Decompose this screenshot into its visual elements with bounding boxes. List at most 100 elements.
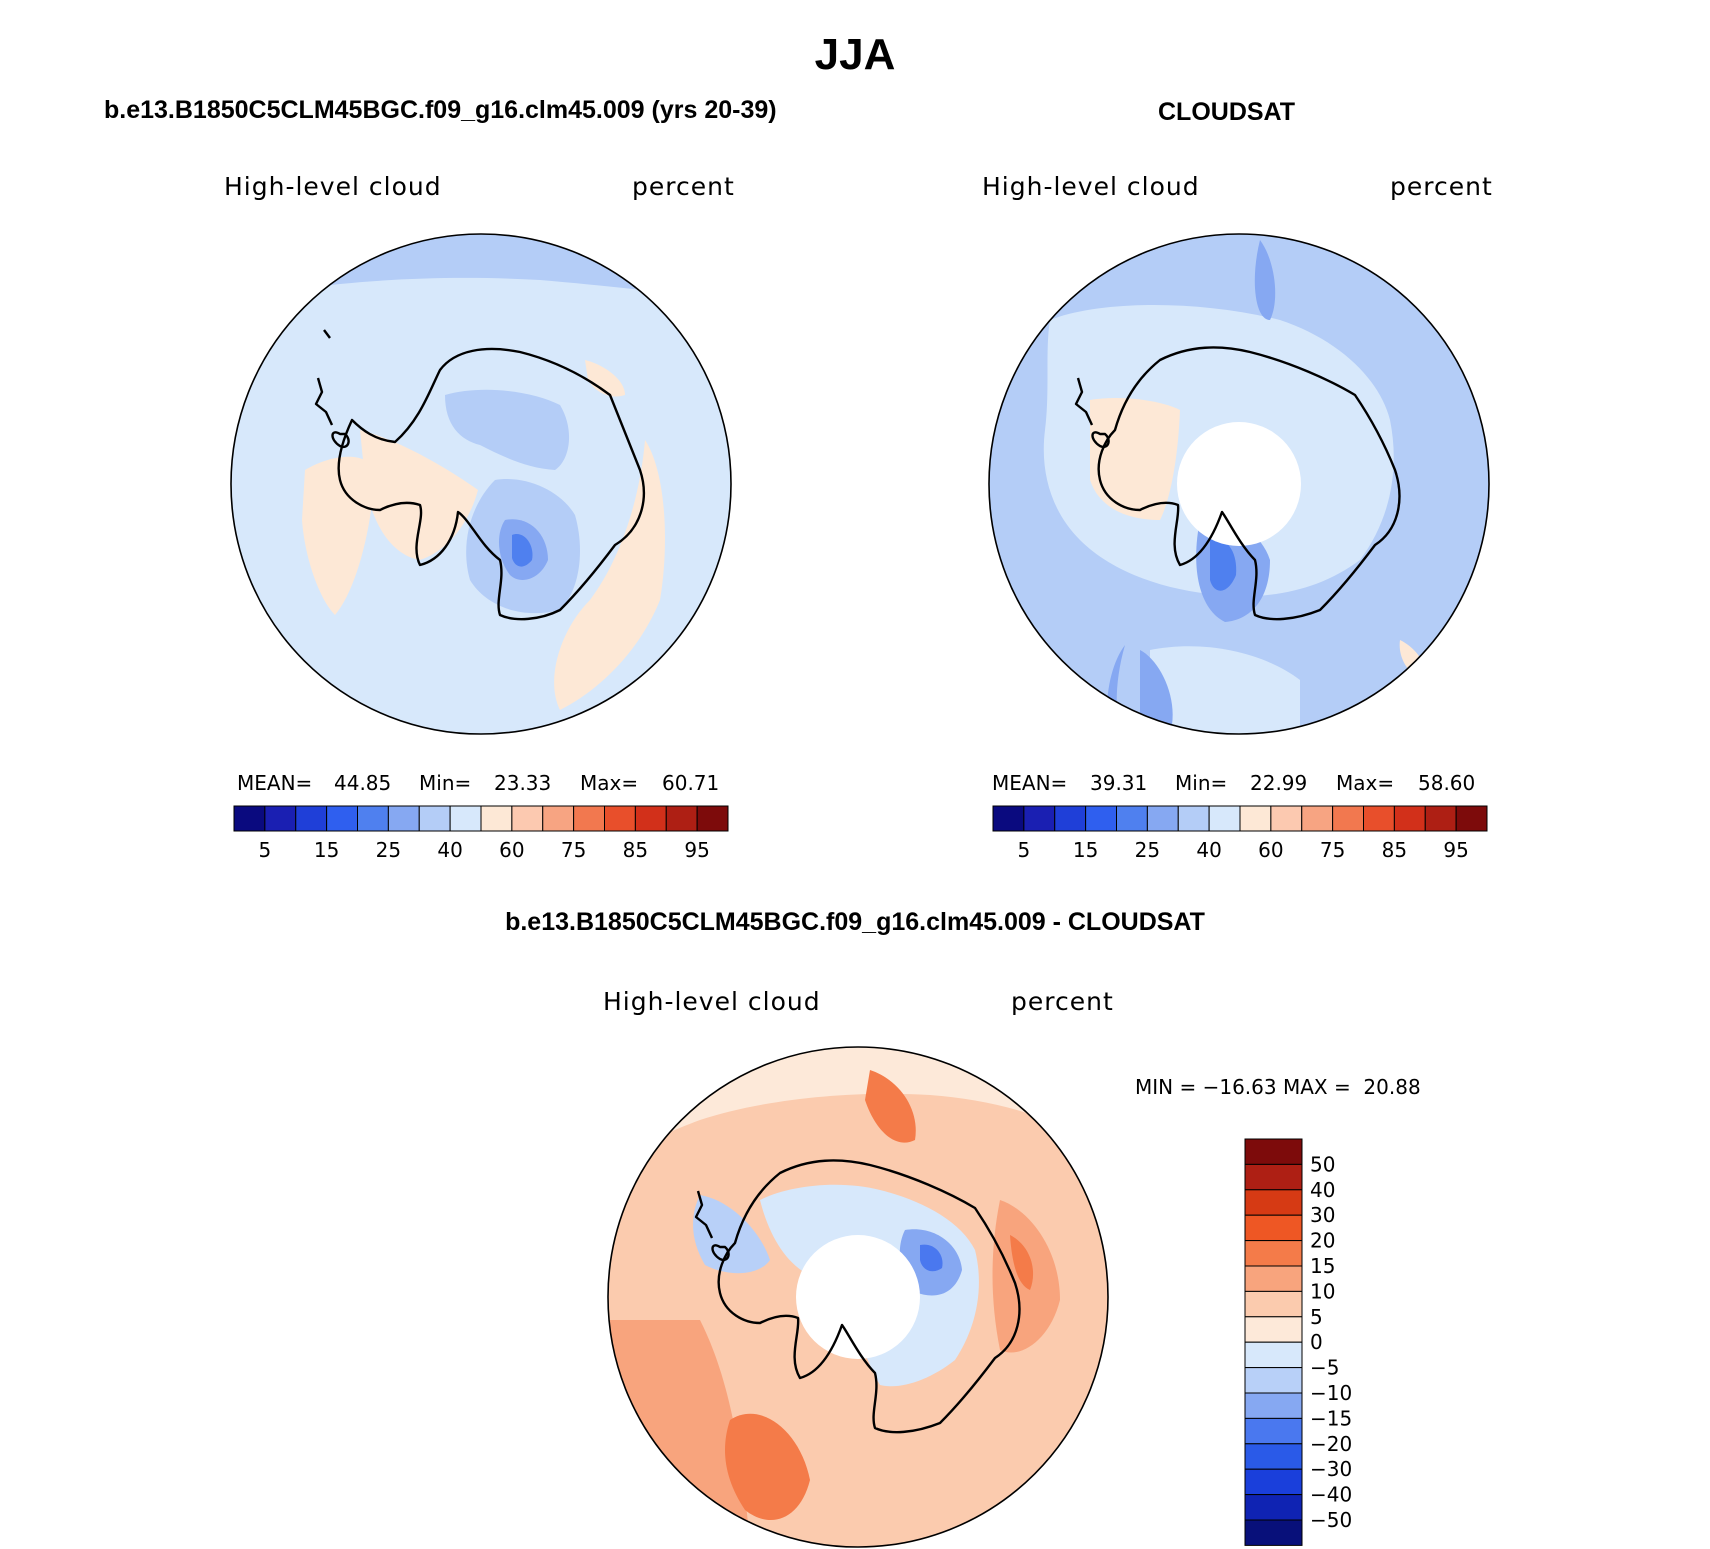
panel1-colorbar-tick-label: 25 xyxy=(376,838,401,862)
panel1-colorbar-swatch xyxy=(604,805,636,832)
panel1-min-value: 23.33 xyxy=(494,771,552,795)
panel1-colorbar-swatch xyxy=(357,805,389,832)
diff-colorbar-tick-label: −15 xyxy=(1310,1406,1352,1430)
panel2-colorbar-swatch xyxy=(1116,805,1148,832)
panel3-polar-data-gap xyxy=(796,1235,920,1359)
panel2-colorbar-swatch xyxy=(1146,805,1179,832)
diff-colorbar-swatch xyxy=(1244,1138,1303,1165)
panel2-polar-data-gap xyxy=(1177,422,1301,546)
diff-colorbar-swatch xyxy=(1244,1214,1303,1242)
panel1-map-border xyxy=(230,233,732,735)
diff-colorbar-swatch xyxy=(1244,1392,1303,1419)
diff-colorbar-tick-label: 40 xyxy=(1310,1178,1335,1202)
diff-colorbar-tick-label: −30 xyxy=(1310,1457,1352,1481)
panel2-colorbar-tick-label: 75 xyxy=(1320,838,1345,862)
panel3-units-label: percent xyxy=(1011,987,1114,1016)
diff-colorbar-swatch xyxy=(1244,1290,1303,1318)
panel2-max-value: 58.60 xyxy=(1418,771,1476,795)
panel2-colorbar-swatch xyxy=(1054,805,1087,832)
diff-colorbar-swatch xyxy=(1244,1519,1303,1546)
panel1-colorbar-tick-label: 15 xyxy=(314,838,339,862)
panel1-colorbar-tick-label: 60 xyxy=(499,838,524,862)
panel2-polar-map xyxy=(988,233,1490,735)
panel1-colorbar-swatch xyxy=(542,805,575,832)
panel1-max-value: 60.71 xyxy=(662,771,720,795)
diff-colorbar-swatch xyxy=(1244,1494,1303,1521)
panel2-min-label: Min= xyxy=(1175,771,1228,795)
panel3-variable-label: High-level cloud xyxy=(603,987,821,1016)
diff-colorbar-tick-label: 50 xyxy=(1310,1152,1335,1176)
panel2-colorbar-tick-label: 25 xyxy=(1135,838,1160,862)
panel1-colorbar-swatch xyxy=(480,805,513,832)
panel2-variable-label: High-level cloud xyxy=(982,172,1200,201)
panel2-colorbar-swatch xyxy=(1085,805,1117,832)
diff-colorbar-tick-label: −10 xyxy=(1310,1381,1352,1405)
diff-colorbar-swatch xyxy=(1244,1163,1303,1191)
panel3-contour-fill xyxy=(608,1047,1108,1547)
panel2-colorbar-tick-label: 5 xyxy=(1018,838,1031,862)
panel1-colorbar-tick-label: 95 xyxy=(684,838,709,862)
panel2-min-value: 22.99 xyxy=(1250,771,1308,795)
panel1-max-label: Max= xyxy=(580,771,639,795)
panel1-min-label: Min= xyxy=(419,771,472,795)
panel1-colorbar: 5 15 25 40 60 75 85 95 xyxy=(233,805,729,862)
panel1-colorbar-swatch xyxy=(326,805,358,832)
panel2-colorbar-tick-label: 95 xyxy=(1443,838,1468,862)
diff-colorbar-tick-label: −20 xyxy=(1310,1432,1352,1456)
diff-colorbar-tick-label: 5 xyxy=(1310,1305,1323,1329)
panel1-contour-fill xyxy=(231,234,731,734)
panel1-colorbar-swatch xyxy=(634,805,667,832)
panel1-colorbar-swatch xyxy=(264,805,297,832)
panel1-variable-label: High-level cloud xyxy=(224,172,442,201)
diff-colorbar-swatch xyxy=(1244,1189,1303,1216)
panel1-colorbar-swatch xyxy=(233,805,266,832)
panel2-colorbar-tick-label: 60 xyxy=(1258,838,1283,862)
panel1-mean-label: MEAN= xyxy=(237,771,313,795)
panel1-units-label: percent xyxy=(632,172,735,201)
diff-colorbar-swatch xyxy=(1244,1265,1303,1292)
panel1-colorbar-swatch xyxy=(511,805,544,832)
figure-title: JJA xyxy=(814,30,896,79)
panel2-colorbar: 5 15 25 40 60 75 85 95 xyxy=(992,805,1488,862)
diff-colorbar-tick-label: −5 xyxy=(1310,1356,1339,1380)
panel2-mean-value: 39.31 xyxy=(1090,771,1148,795)
panel1-colorbar-tick-label: 75 xyxy=(561,838,586,862)
panel2-colorbar-swatch xyxy=(992,805,1025,832)
diff-colorbar-tick-label: 0 xyxy=(1310,1330,1323,1354)
panel2-colorbar-swatch xyxy=(1424,805,1457,832)
diff-colorbar-swatch xyxy=(1244,1367,1303,1394)
panel1-colorbar-swatch xyxy=(665,805,698,832)
diff-colorbar-tick-label: 10 xyxy=(1310,1279,1335,1303)
panel2-colorbar-swatch xyxy=(1270,805,1303,832)
panel1-colorbar-swatch xyxy=(295,805,328,832)
panel2-colorbar-tick-label: 40 xyxy=(1196,838,1221,862)
panel2-colorbar-swatch xyxy=(1393,805,1426,832)
panel1-polar-map xyxy=(230,233,732,735)
panel3-coastline xyxy=(694,1159,1021,1434)
panel2-colorbar-swatch xyxy=(1208,805,1241,832)
diff-colorbar-tick-label: 15 xyxy=(1310,1254,1335,1278)
panel2-colorbar-swatch xyxy=(1301,805,1334,832)
panel2-coastline xyxy=(1074,346,1401,621)
diff-colorbar-swatch xyxy=(1244,1341,1303,1369)
diff-colorbar-swatch xyxy=(1244,1417,1303,1445)
panel1-colorbar-tick-label: 5 xyxy=(259,838,272,862)
panel2-colorbar-swatch xyxy=(1363,805,1395,832)
diff-colorbar-tick-label: 20 xyxy=(1310,1229,1335,1253)
panel1-colorbar-tick-label: 85 xyxy=(623,838,648,862)
diff-colorbar-tick-label: 30 xyxy=(1310,1203,1335,1227)
panel2-colorbar-swatch xyxy=(1455,805,1488,832)
panel2-map-border xyxy=(988,233,1490,735)
diff-colorbar-swatch xyxy=(1244,1443,1303,1470)
panel1-colorbar-tick-label: 40 xyxy=(437,838,462,862)
panel1-mean-value: 44.85 xyxy=(334,771,392,795)
panel1-colorbar-swatch xyxy=(696,805,729,832)
diff-colorbar-swatch xyxy=(1244,1468,1303,1496)
panel1-colorbar-swatch xyxy=(387,805,420,832)
diff-colorbar-tick-label: −50 xyxy=(1310,1508,1352,1532)
panel2-case-title: CLOUDSAT xyxy=(1158,98,1296,126)
panel2-colorbar-swatch xyxy=(1023,805,1056,832)
panel2-max-label: Max= xyxy=(1336,771,1395,795)
